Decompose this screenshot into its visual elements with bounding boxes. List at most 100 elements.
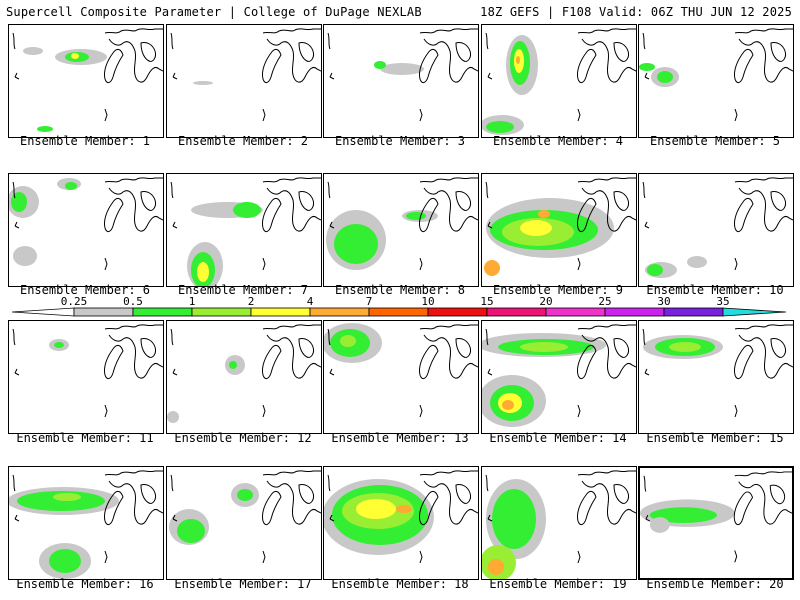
coastline-path <box>419 324 478 379</box>
ensemble-member-label: Ensemble Member: 13 <box>331 431 469 445</box>
scp-contour-fill <box>334 224 378 264</box>
coastline-path <box>12 181 16 199</box>
coastline-path <box>734 344 754 380</box>
colorbar-segment <box>132 307 193 317</box>
ensemble-member-map[interactable] <box>323 466 479 580</box>
scp-contour-fill <box>374 61 386 69</box>
coastline-path <box>419 197 439 233</box>
coastline-path <box>262 177 321 232</box>
ensemble-member-map[interactable] <box>166 173 322 287</box>
coastline-path <box>419 470 478 525</box>
colorbar-level-label: 1 <box>188 295 196 308</box>
ensemble-member-map[interactable] <box>638 173 794 287</box>
coastline-path <box>644 72 650 80</box>
coastline-path <box>14 514 20 522</box>
ensemble-member-map[interactable] <box>481 24 637 138</box>
ensemble-member-label: Ensemble Member: 9 <box>492 283 624 297</box>
coastline-path <box>455 338 471 358</box>
coastline-path <box>642 328 646 346</box>
coastline-path <box>613 42 629 62</box>
colorbar-segment <box>191 307 252 317</box>
ensemble-member-map[interactable] <box>8 320 164 434</box>
coastline-path <box>140 191 156 211</box>
coastline-path <box>734 177 793 232</box>
coastline-path <box>262 324 321 379</box>
ensemble-member-map[interactable] <box>481 173 637 287</box>
scp-contour-fill <box>486 121 514 133</box>
coastline-path <box>262 197 282 233</box>
colorbar: 0.25 0.5 1 2 4 7 10 15 20 25 30 35 <box>11 295 788 320</box>
scp-contour-fill <box>488 559 504 575</box>
ensemble-member-map[interactable] <box>481 466 637 580</box>
ensemble-member-map[interactable] <box>166 24 322 138</box>
coastline-path <box>734 108 738 122</box>
ensemble-member-map[interactable] <box>8 173 164 287</box>
ensemble-member-map[interactable] <box>166 466 322 580</box>
map-canvas <box>640 471 792 563</box>
scp-contour-fill <box>177 519 205 543</box>
ensemble-member-label: Ensemble Member: 19 <box>489 577 627 591</box>
ensemble-member-map[interactable] <box>8 24 164 138</box>
map-canvas <box>482 28 636 135</box>
ensemble-member-label: Ensemble Member: 2 <box>177 134 309 148</box>
ensemble-member-map[interactable] <box>481 320 637 434</box>
coastline-path <box>262 108 266 122</box>
ensemble-member-map[interactable] <box>323 24 479 138</box>
coastline-path <box>734 550 738 563</box>
coastline-path <box>172 368 178 376</box>
coastline-path <box>170 32 174 50</box>
coastline-path <box>12 474 16 492</box>
coastline-path <box>485 328 489 346</box>
map-canvas <box>642 324 793 418</box>
coastline-path <box>14 221 20 229</box>
scp-contour-fill <box>406 212 426 220</box>
ensemble-member-map[interactable] <box>166 320 322 434</box>
scp-contour-fill <box>516 56 520 64</box>
coastline-path <box>14 368 20 376</box>
coastline-path <box>577 48 597 84</box>
map-canvas <box>12 28 163 132</box>
colorbar-segment <box>604 307 665 317</box>
coastline-path <box>262 257 266 271</box>
scp-contour-fill <box>396 505 412 513</box>
ensemble-member-map[interactable] <box>638 24 794 138</box>
coastline-path <box>613 484 629 504</box>
scp-contour-fill <box>502 400 514 410</box>
scp-contour-fill <box>639 63 655 71</box>
scp-contour-fill <box>65 182 77 190</box>
coastline-path <box>645 514 651 522</box>
map-canvas <box>170 28 321 122</box>
coastline-path <box>262 48 282 84</box>
map-canvas <box>642 177 793 278</box>
ensemble-member-map[interactable] <box>638 320 794 434</box>
scp-contour-fill <box>492 489 536 549</box>
ensemble-member-map[interactable] <box>8 466 164 580</box>
scp-contour-fill <box>380 63 424 75</box>
scp-contour-fill <box>669 342 701 352</box>
coastline-path <box>734 471 792 525</box>
coastline-path <box>104 344 124 380</box>
coastline-path <box>104 550 108 564</box>
colorbar-level-label: 15 <box>480 295 494 308</box>
ensemble-member-label: Ensemble Member: 6 <box>19 283 151 297</box>
colorbar-max-arrow <box>722 307 787 317</box>
ensemble-member-map[interactable] <box>638 466 794 580</box>
coastline-path <box>327 328 331 346</box>
coastline-path <box>487 368 493 376</box>
coastline-path <box>172 221 178 229</box>
scp-contour-fill <box>71 53 79 59</box>
ensemble-member-label: Ensemble Member: 11 <box>16 431 154 445</box>
colorbar-level-label: 35 <box>716 295 730 308</box>
map-canvas <box>639 28 793 122</box>
coastline-path <box>734 257 738 271</box>
ensemble-member-map[interactable] <box>323 173 479 287</box>
ensemble-member-label: Ensemble Member: 3 <box>334 134 466 148</box>
coastline-path <box>644 368 650 376</box>
map-canvas <box>326 177 478 271</box>
coastline-path <box>327 474 331 492</box>
ensemble-member-map[interactable] <box>323 320 479 434</box>
map-canvas <box>12 324 163 418</box>
scp-contour-fill <box>538 210 550 218</box>
map-canvas <box>327 28 478 122</box>
ensemble-member-label: Ensemble Member: 4 <box>492 134 624 148</box>
